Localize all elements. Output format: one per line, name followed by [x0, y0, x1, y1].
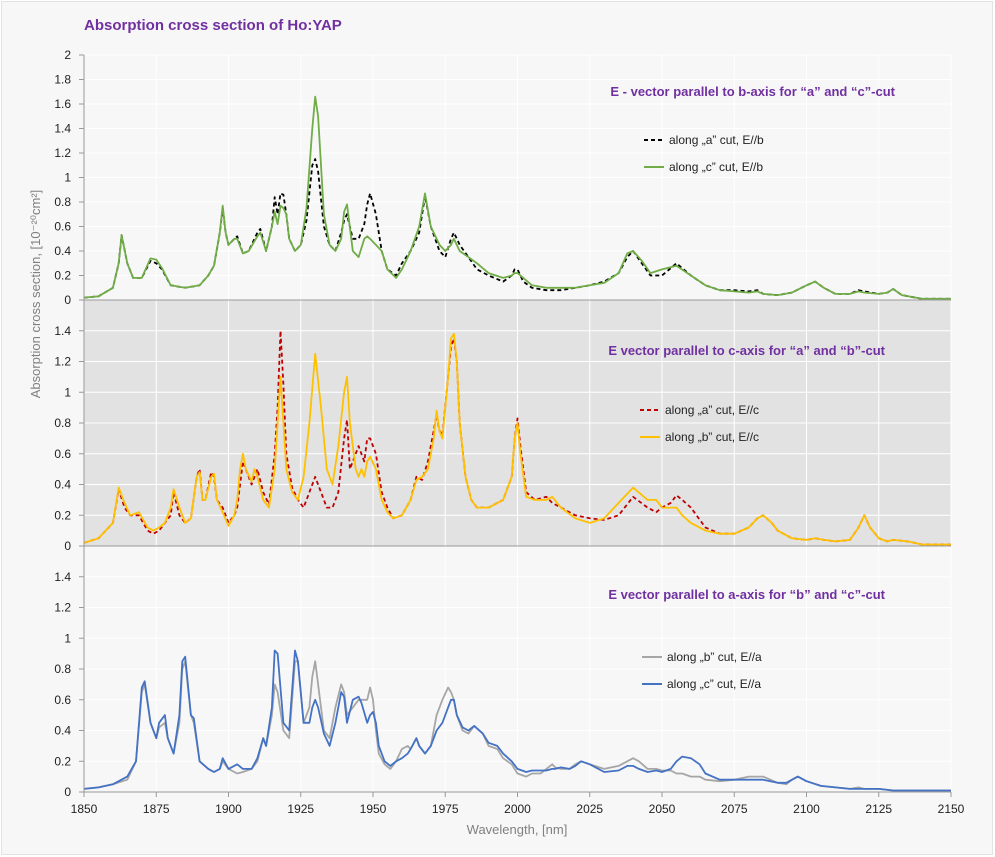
y-tick-label: 0.8 [54, 662, 71, 676]
y-tick-label: 0.4 [54, 244, 71, 258]
panel-2-title: E vector parallel to c-axis for “a” and … [608, 343, 885, 358]
panel-3-title: E vector parallel to a-axis for “b” and … [608, 587, 885, 602]
x-tick-label: 2125 [865, 802, 892, 816]
series-lines [83, 95, 951, 792]
y-tick-label: 0.6 [54, 693, 71, 707]
y-tick-label: 1.4 [54, 570, 71, 584]
y-tick-label: 0 [64, 785, 71, 799]
y-tick-label: 0.8 [54, 195, 71, 209]
y-tick-label: 1.2 [54, 355, 71, 369]
y-tick-label: 0.8 [54, 416, 71, 430]
y-tick-label: 0.2 [54, 508, 71, 522]
x-tick-label: 2050 [649, 802, 676, 816]
y-axis-label: Absorption cross section, [10⁻²⁰cm²] [28, 190, 43, 399]
y-tick-label: 1.4 [54, 122, 71, 136]
legend-label: along „c” cut, E//a [667, 677, 761, 691]
series-line-2-2 [83, 332, 951, 546]
axes [79, 54, 952, 797]
x-tick-label: 2000 [504, 802, 531, 816]
x-tick-label: 1900 [215, 802, 242, 816]
y-tick-label: 0.4 [54, 724, 71, 738]
y-tick-label: 1 [64, 631, 71, 645]
y-tick-label: 1.6 [54, 97, 71, 111]
x-tick-label: 1925 [287, 802, 314, 816]
y-tick-label: 0.6 [54, 447, 71, 461]
legend-label: along „a” cut, E//c [665, 403, 759, 417]
legends: E - vector parallel to b-axis for “a” an… [608, 84, 895, 691]
y-tick-label: 1 [64, 385, 71, 399]
x-tick-label: 1850 [71, 802, 98, 816]
x-tick-label: 2025 [576, 802, 603, 816]
x-tick-label: 1975 [432, 802, 459, 816]
x-tick-label: 2100 [793, 802, 820, 816]
y-tick-label: 0.2 [54, 754, 71, 768]
y-tick-label: 0.2 [54, 269, 71, 283]
x-tick-label: 2150 [938, 802, 965, 816]
x-axis-label: Wavelength, [nm] [467, 822, 568, 837]
legend-label: along „b” cut, E//c [665, 430, 759, 444]
y-tick-label: 1.2 [54, 601, 71, 615]
x-tick-label: 1950 [360, 802, 387, 816]
legend-label: along „a” cut, E//b [669, 133, 764, 147]
y-tick-label: 1.4 [54, 324, 71, 338]
legend-label: along „c” cut, E//b [669, 160, 763, 174]
y-tick-label: 1 [64, 171, 71, 185]
series-line-1-2 [83, 95, 951, 300]
x-tick-label: 2075 [721, 802, 748, 816]
y-tick-label: 2 [64, 48, 71, 62]
y-tick-label: 0 [64, 293, 71, 307]
y-tick-label: 1.2 [54, 146, 71, 160]
legend-label: along „b” cut, E//a [667, 650, 762, 664]
y-tick-label: 0 [64, 539, 71, 553]
y-tick-label: 0.6 [54, 220, 71, 234]
series-line-3-2 [83, 649, 951, 792]
panel-1-title: E - vector parallel to b-axis for “a” an… [610, 84, 895, 99]
y-tick-label: 1.8 [54, 73, 71, 87]
x-tick-label: 1875 [143, 802, 170, 816]
tick-labels: 0 0.2 0.4 0.6 0.8 1 1.2 1.4 1.6 1.8 2 0 0.2 0.4 0.6 0.8… [54, 48, 964, 816]
chart-title: Absorption cross section of Ho:YAP [84, 17, 342, 34]
y-tick-label: 0.4 [54, 478, 71, 492]
